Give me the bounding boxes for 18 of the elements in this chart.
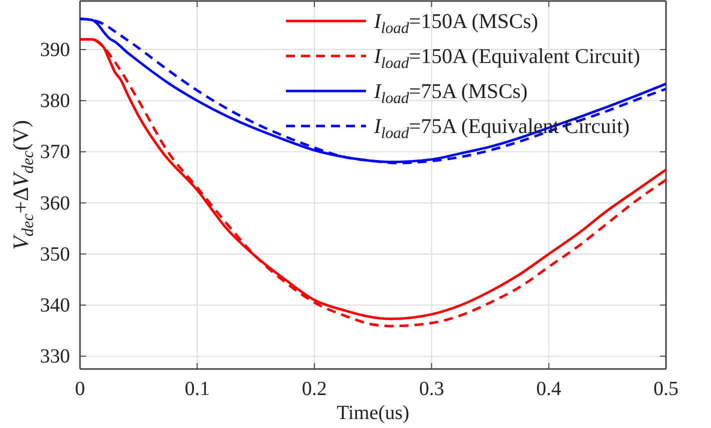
y-tick-label: 350 (40, 243, 70, 266)
legend-label: I$_{load}$=150A (MSCs) (373, 9, 538, 37)
y-tick-label: 390 (40, 38, 70, 61)
x-tick-label: 0.5 (654, 378, 678, 400)
x-tick-label: 0.2 (302, 378, 327, 400)
y-tick-label: 370 (40, 141, 70, 164)
x-tick-label: 0 (75, 378, 85, 400)
x-tick-label: 0.4 (536, 378, 562, 400)
legend-label: I$_{load}$=150A (Equivalent Circuit) (373, 44, 640, 72)
y-tick-label: 360 (40, 192, 70, 214)
x-axis-title: Time(us) (336, 402, 410, 424)
y-tick-label: 330 (40, 346, 70, 368)
y-tick-label: 380 (40, 90, 70, 112)
x-tick-label: 0.3 (419, 378, 444, 400)
y-tick-label: 340 (40, 294, 70, 317)
legend-label: I$_{load}$=75A (MSCs) (373, 79, 528, 107)
legend-label: I$_{load}$=75A (Equivalent Circuit) (373, 114, 630, 142)
x-tick-label: 0.1 (184, 378, 210, 400)
